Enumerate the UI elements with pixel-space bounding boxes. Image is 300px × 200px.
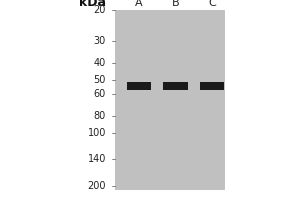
Text: 200: 200 xyxy=(88,181,106,191)
Bar xyxy=(164,82,188,90)
Text: kDa: kDa xyxy=(79,0,106,8)
Text: 40: 40 xyxy=(94,58,106,68)
Text: C: C xyxy=(208,0,216,8)
Text: 60: 60 xyxy=(94,89,106,99)
Text: 140: 140 xyxy=(88,154,106,164)
Text: 30: 30 xyxy=(94,36,106,46)
Text: 80: 80 xyxy=(94,111,106,121)
Text: A: A xyxy=(135,0,143,8)
Text: B: B xyxy=(172,0,179,8)
Text: 20: 20 xyxy=(94,5,106,15)
Text: 100: 100 xyxy=(88,128,106,138)
Text: 50: 50 xyxy=(94,75,106,85)
Bar xyxy=(200,82,224,90)
Bar xyxy=(127,82,151,90)
